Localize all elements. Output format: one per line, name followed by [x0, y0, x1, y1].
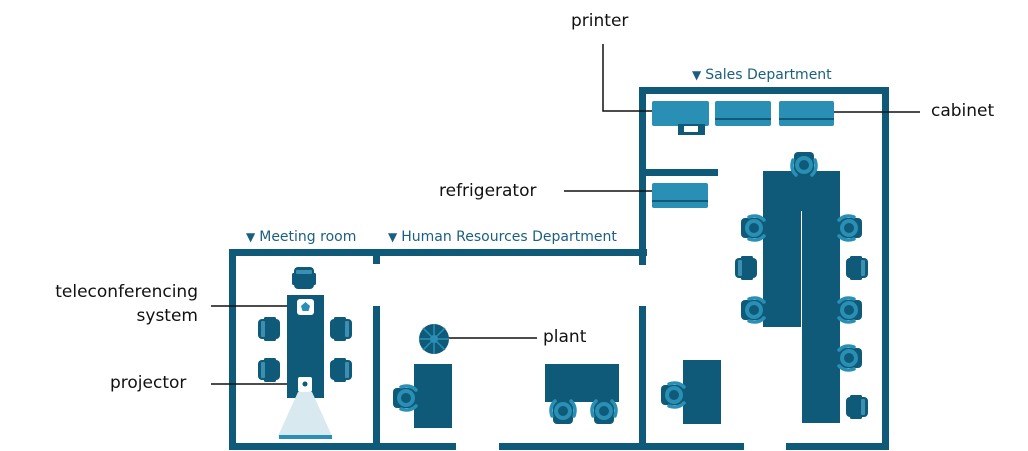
room-label-sales-text: Sales Department: [705, 67, 832, 83]
teleconferencing-system: [297, 299, 314, 315]
callout-teleconferencing: teleconferencing system: [20, 280, 198, 328]
room-label-sales: ▼ Sales Department: [692, 66, 832, 84]
triangle-down-icon: ▼: [246, 230, 256, 244]
hr-desk-left: [391, 364, 452, 428]
walls: [229, 87, 889, 450]
projector: [278, 377, 332, 439]
callout-projector: projector: [110, 373, 187, 393]
sales-small-desk: [659, 360, 721, 424]
cabinet-1: [715, 101, 771, 126]
callout-teleconferencing-line1: teleconferencing: [55, 282, 198, 302]
callout-teleconferencing-line2: system: [136, 306, 198, 326]
plant: [419, 324, 449, 354]
printer: [652, 101, 709, 135]
callout-plant: plant: [543, 327, 587, 347]
callout-cabinet: cabinet: [931, 101, 995, 121]
leader-lines: [211, 44, 920, 385]
hr-desk-center: [545, 364, 619, 426]
room-label-hr-text: Human Resources Department: [401, 229, 617, 245]
room-label-hr: ▼ Human Resources Department: [388, 228, 617, 246]
callout-refrigerator: refrigerator: [439, 181, 537, 201]
cabinet-2: [779, 101, 834, 126]
triangle-down-icon: ▼: [388, 230, 398, 244]
room-label-meeting-text: Meeting room: [259, 229, 357, 245]
triangle-down-icon: ▼: [692, 68, 702, 82]
callout-printer: printer: [571, 11, 629, 31]
sales-desks: [763, 171, 840, 423]
refrigerator: [652, 183, 708, 208]
room-label-meeting: ▼ Meeting room: [246, 228, 356, 246]
